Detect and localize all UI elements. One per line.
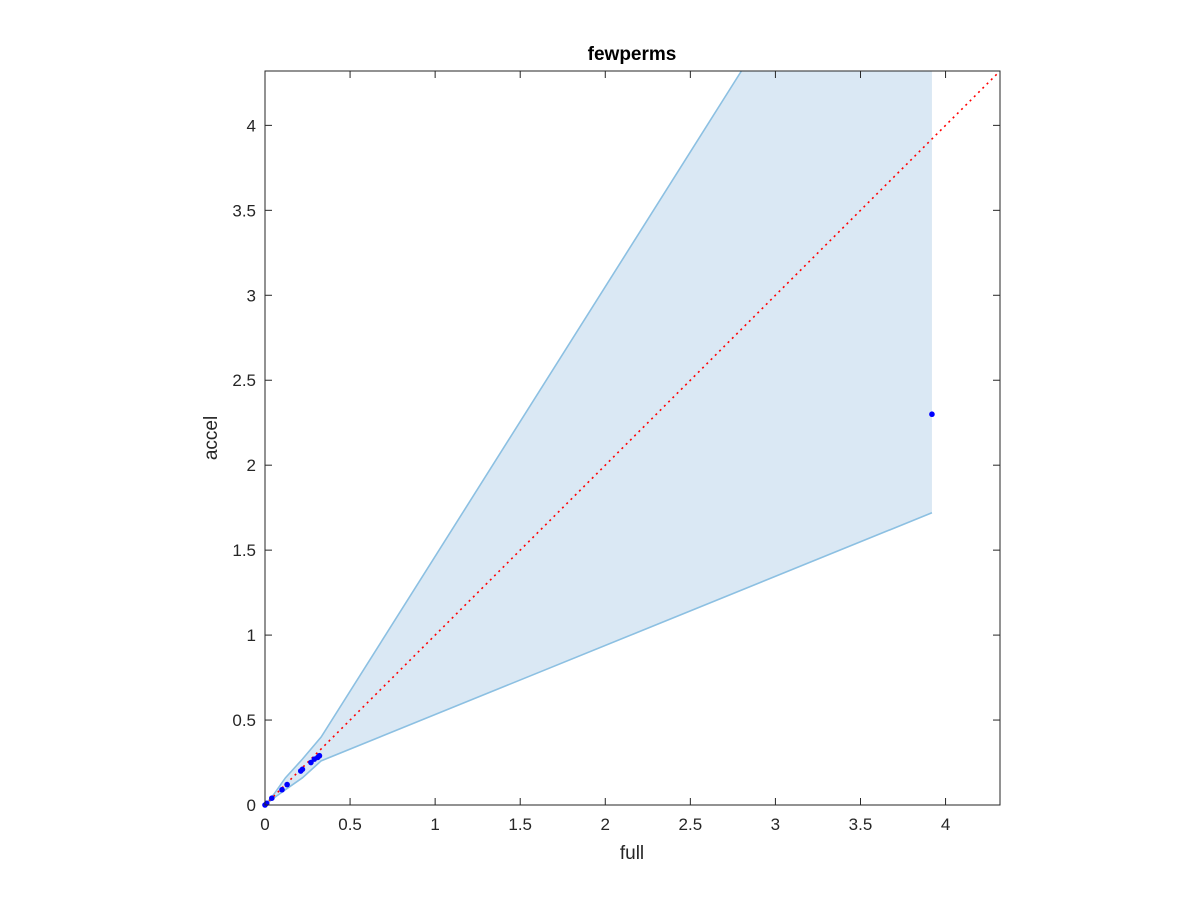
identity-line	[264, 70, 1001, 806]
data-point	[284, 781, 290, 788]
data-point	[308, 759, 314, 766]
x-tick-label: 2	[601, 815, 610, 834]
data-point	[279, 786, 285, 793]
x-tick-label: 3	[771, 815, 780, 834]
x-tick-label: 0	[260, 815, 269, 834]
x-tick-label: 1.5	[508, 815, 532, 834]
y-axis-label: accel	[201, 416, 222, 460]
data-points	[262, 411, 935, 808]
y-tick-label: 2.5	[232, 371, 256, 390]
data-point	[269, 795, 275, 802]
identity-line-path	[264, 70, 1001, 806]
y-tick-label: 0.5	[232, 711, 256, 730]
x-tick-label: 1	[430, 815, 439, 834]
y-tick-label: 1.5	[232, 541, 256, 560]
axes-box	[264, 70, 1001, 806]
data-point	[299, 766, 306, 773]
x-tick-label: 4	[941, 815, 950, 834]
x-tick-label: 3.5	[849, 815, 873, 834]
y-tick-label: 4	[247, 116, 256, 135]
y-axis: 0 0.5 1 1.5 2 2.5 3 3.5 4	[232, 116, 1000, 815]
y-tick-label: 1	[247, 626, 256, 645]
y-tick-label: 2	[247, 456, 256, 475]
x-tick-label: 0.5	[338, 815, 362, 834]
y-tick-label: 3.5	[232, 201, 256, 220]
y-tick-label: 0	[247, 796, 256, 815]
y-tick-label: 3	[247, 286, 256, 305]
x-tick-label: 2.5	[679, 815, 703, 834]
data-point	[929, 411, 935, 418]
chart-title: fewperms	[588, 44, 677, 65]
x-axis-label: full	[620, 843, 644, 864]
band-fill	[265, 71, 932, 805]
data-point	[316, 752, 323, 759]
x-axis: 0 0.5 1 1.5 2 2.5 3 3.5 4	[260, 71, 950, 834]
